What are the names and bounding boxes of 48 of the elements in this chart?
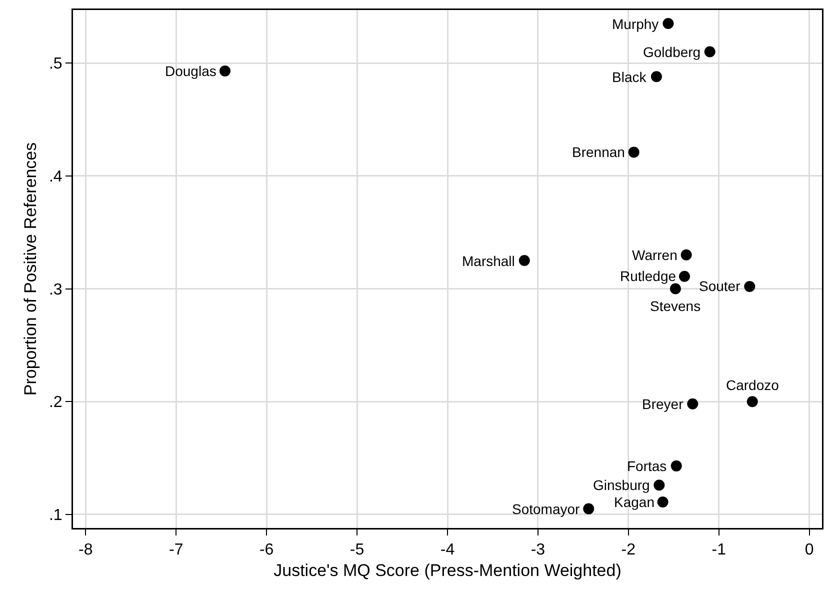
x-tick-label: -2 — [621, 542, 636, 559]
annotation: Murphy — [612, 16, 659, 32]
point — [662, 18, 674, 30]
annotation: Kagan — [614, 494, 654, 510]
y-tick-label: .5 — [48, 56, 62, 73]
annotation: Douglas — [165, 63, 216, 79]
annotation: Cardozo — [726, 377, 780, 393]
annotation: Black — [612, 69, 648, 85]
annotation: Sotomayor — [512, 501, 580, 517]
x-tick-label: -5 — [350, 542, 364, 559]
y-tick-label: .2 — [48, 394, 62, 412]
annotation: Brennan — [572, 144, 625, 160]
point — [687, 398, 698, 410]
x-axis-title: Justice's MQ Score (Press-Mention Weighted) — [274, 560, 622, 580]
point — [583, 503, 594, 514]
point — [219, 65, 230, 76]
annotation: Goldberg — [643, 44, 701, 60]
point — [670, 460, 682, 472]
y-tick-label: .4 — [48, 168, 62, 186]
point — [518, 255, 530, 266]
annotation: Stevens — [650, 298, 701, 314]
point — [657, 496, 668, 508]
annotation: Fortas — [627, 458, 667, 474]
point — [628, 146, 640, 158]
x-tick-label: -3 — [530, 542, 546, 559]
point — [670, 283, 681, 294]
point — [679, 270, 690, 282]
x-tick-label: 0 — [804, 542, 814, 559]
x-tick-label: -1 — [712, 542, 726, 559]
annotation: Warren — [632, 247, 678, 263]
annotation: Breyer — [642, 396, 684, 412]
y-tick-label: .3 — [48, 281, 62, 298]
y-tick-label: .1 — [48, 507, 62, 524]
annotation: Rutledge — [620, 268, 676, 284]
x-tick-label: -4 — [440, 542, 455, 559]
point — [704, 46, 716, 58]
x-tick-label: -6 — [259, 542, 274, 559]
point — [746, 396, 758, 408]
annotation: Souter — [699, 278, 741, 294]
point — [744, 280, 756, 292]
point — [654, 480, 665, 491]
point — [680, 249, 692, 260]
x-tick-label: -7 — [169, 542, 184, 559]
annotation: Ginsburg — [593, 477, 650, 493]
y-axis-title: Proportion of Positive References — [20, 142, 40, 396]
x-tick-label: -8 — [78, 542, 93, 559]
annotation: Marshall — [462, 253, 515, 269]
point — [650, 71, 662, 82]
